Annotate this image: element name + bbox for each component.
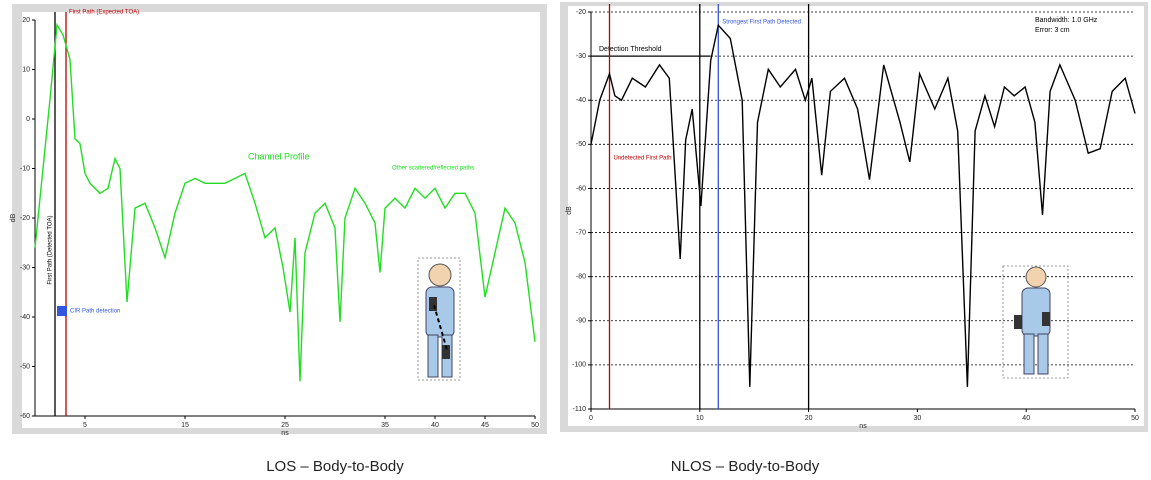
marker-label: First Path (Detected TOA) — [48, 215, 54, 284]
y-tick-label: -20 — [576, 9, 586, 16]
y-tick-label: -10 — [20, 165, 30, 172]
y-axis-label: dB — [10, 213, 17, 222]
y-tick-label: -100 — [572, 362, 586, 369]
y-tick-label: 0 — [26, 116, 30, 123]
person-frame — [417, 257, 461, 381]
person-head — [1025, 266, 1047, 288]
link — [433, 304, 448, 351]
marker-label: Undetected First Path — [613, 156, 671, 162]
y-tick-label: -50 — [576, 141, 586, 148]
device — [442, 345, 450, 359]
person-body — [425, 286, 455, 338]
y-tick-label: -30 — [576, 53, 586, 60]
threshold-label: Detection Threshold — [599, 46, 662, 53]
marker-label: Strongest First Path Detected — [722, 20, 801, 26]
y-tick-label: -60 — [20, 413, 30, 420]
marker-label: First Path (Expected TOA) — [69, 10, 139, 16]
y-tick-label: -110 — [573, 406, 587, 413]
x-tick-label: 35 — [381, 422, 389, 429]
y-tick-label: -40 — [20, 314, 30, 321]
x-tick-label: 50 — [1131, 415, 1139, 422]
x-tick-label: 40 — [431, 422, 439, 429]
x-tick-label: 10 — [696, 415, 704, 422]
caption: NLOS – Body-to-Body — [671, 458, 820, 475]
y-tick-label: -70 — [576, 229, 586, 236]
annotation-swatch — [57, 306, 67, 316]
person-right — [1002, 265, 1069, 379]
series-line — [590, 23, 1136, 387]
right-plot-bg — [568, 6, 1144, 426]
person-left — [417, 257, 461, 381]
annotation: CIR Path detection — [70, 309, 120, 315]
series-line — [34, 22, 536, 382]
device — [429, 297, 437, 311]
person-head — [428, 263, 452, 287]
y-tick-label: -20 — [20, 215, 30, 222]
annotation: Other scattered/reflected paths — [392, 166, 474, 172]
x-axis-label: ns — [859, 423, 867, 430]
device — [1042, 312, 1050, 326]
y-tick-label: -30 — [20, 264, 30, 271]
y-tick-label: -80 — [576, 274, 586, 281]
annotation: Error: 3 cm — [1035, 27, 1070, 34]
x-tick-label: 25 — [281, 422, 289, 429]
person-frame — [1002, 265, 1069, 379]
y-tick-label: -50 — [20, 363, 30, 370]
x-tick-label: 50 — [531, 422, 539, 429]
y-tick-label: -40 — [576, 97, 586, 104]
person-leg — [1037, 333, 1049, 375]
caption: LOS – Body-to-Body — [266, 458, 404, 475]
x-tick-label: 5 — [83, 422, 87, 429]
annotation: Bandwidth: 1.0 GHz — [1035, 17, 1098, 24]
y-tick-label: 10 — [22, 66, 30, 73]
left-plot-bg — [22, 12, 540, 428]
annotation: Channel Profile — [248, 151, 310, 161]
x-tick-label: 20 — [805, 415, 813, 422]
y-tick-label: -90 — [576, 318, 586, 325]
person-leg — [427, 334, 439, 378]
x-tick-label: 30 — [914, 415, 922, 422]
y-axis-label: dB — [566, 206, 573, 215]
x-tick-label: 40 — [1022, 415, 1030, 422]
x-tick-label: 45 — [481, 422, 489, 429]
x-axis-label: ns — [281, 430, 289, 437]
y-tick-label: 20 — [22, 17, 30, 24]
device — [1014, 315, 1022, 329]
y-tick-label: -60 — [576, 185, 586, 192]
person-leg — [1023, 333, 1035, 375]
plots: 20 10 0 -10 -20 -30 -40 -50 -60 5 15 25 35 40 45 50 dB ns… — [10, 4, 1139, 437]
x-tick-label: 15 — [181, 422, 189, 429]
x-tick-label: 0 — [589, 415, 593, 422]
